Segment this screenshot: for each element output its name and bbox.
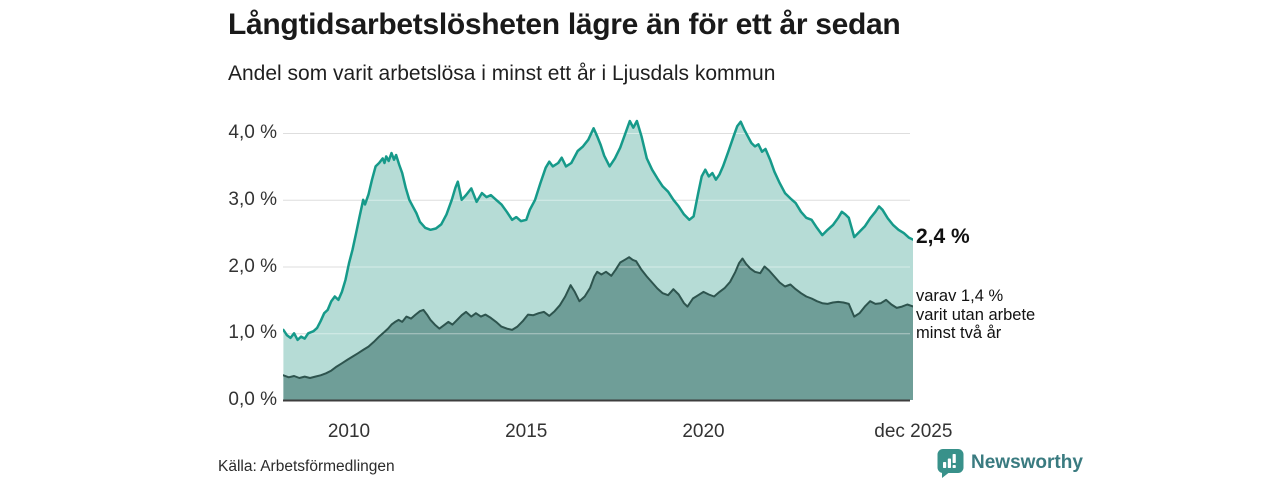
- series-end-value-label: 2,4 %: [916, 225, 970, 248]
- x-axis-label: 2015: [505, 421, 548, 442]
- y-axis-label: 3,0 %: [228, 188, 277, 210]
- page-title: Långtidsarbetslösheten lägre än för ett …: [228, 8, 901, 41]
- y-axis-label: 1,0 %: [228, 322, 277, 344]
- y-axis-label: 0,0 %: [228, 389, 277, 410]
- note-line: varav 1,4 %: [916, 287, 1004, 305]
- bar-chart-bubble-icon: [937, 449, 964, 478]
- y-axis-label: 4,0 %: [228, 122, 277, 143]
- series-line-two-years: [283, 256, 913, 379]
- source-attribution: Källa: Arbetsförmedlingen: [218, 458, 395, 475]
- x-axis-label: 2010: [327, 421, 371, 442]
- y-axis-label: 2,0 %: [228, 255, 277, 277]
- chart-subtitle: Andel som varit arbetslösa i minst ett å…: [228, 62, 776, 85]
- brand-name: Newsworthy: [971, 452, 1083, 473]
- newsworthy-logo[interactable]: Newsworthy: [937, 448, 1083, 478]
- area-fill-two-years: [283, 257, 913, 400]
- note-line: varit utan arbete: [916, 305, 1036, 324]
- series-line-total: [283, 119, 913, 342]
- area-chart: [283, 119, 913, 402]
- series-end-note: varav 1,4 % varit utan arbete minst två …: [916, 287, 1035, 343]
- x-axis-label: dec 2025: [874, 421, 953, 442]
- note-line: minst två år: [916, 324, 1002, 342]
- x-axis-label: 2020: [682, 421, 725, 442]
